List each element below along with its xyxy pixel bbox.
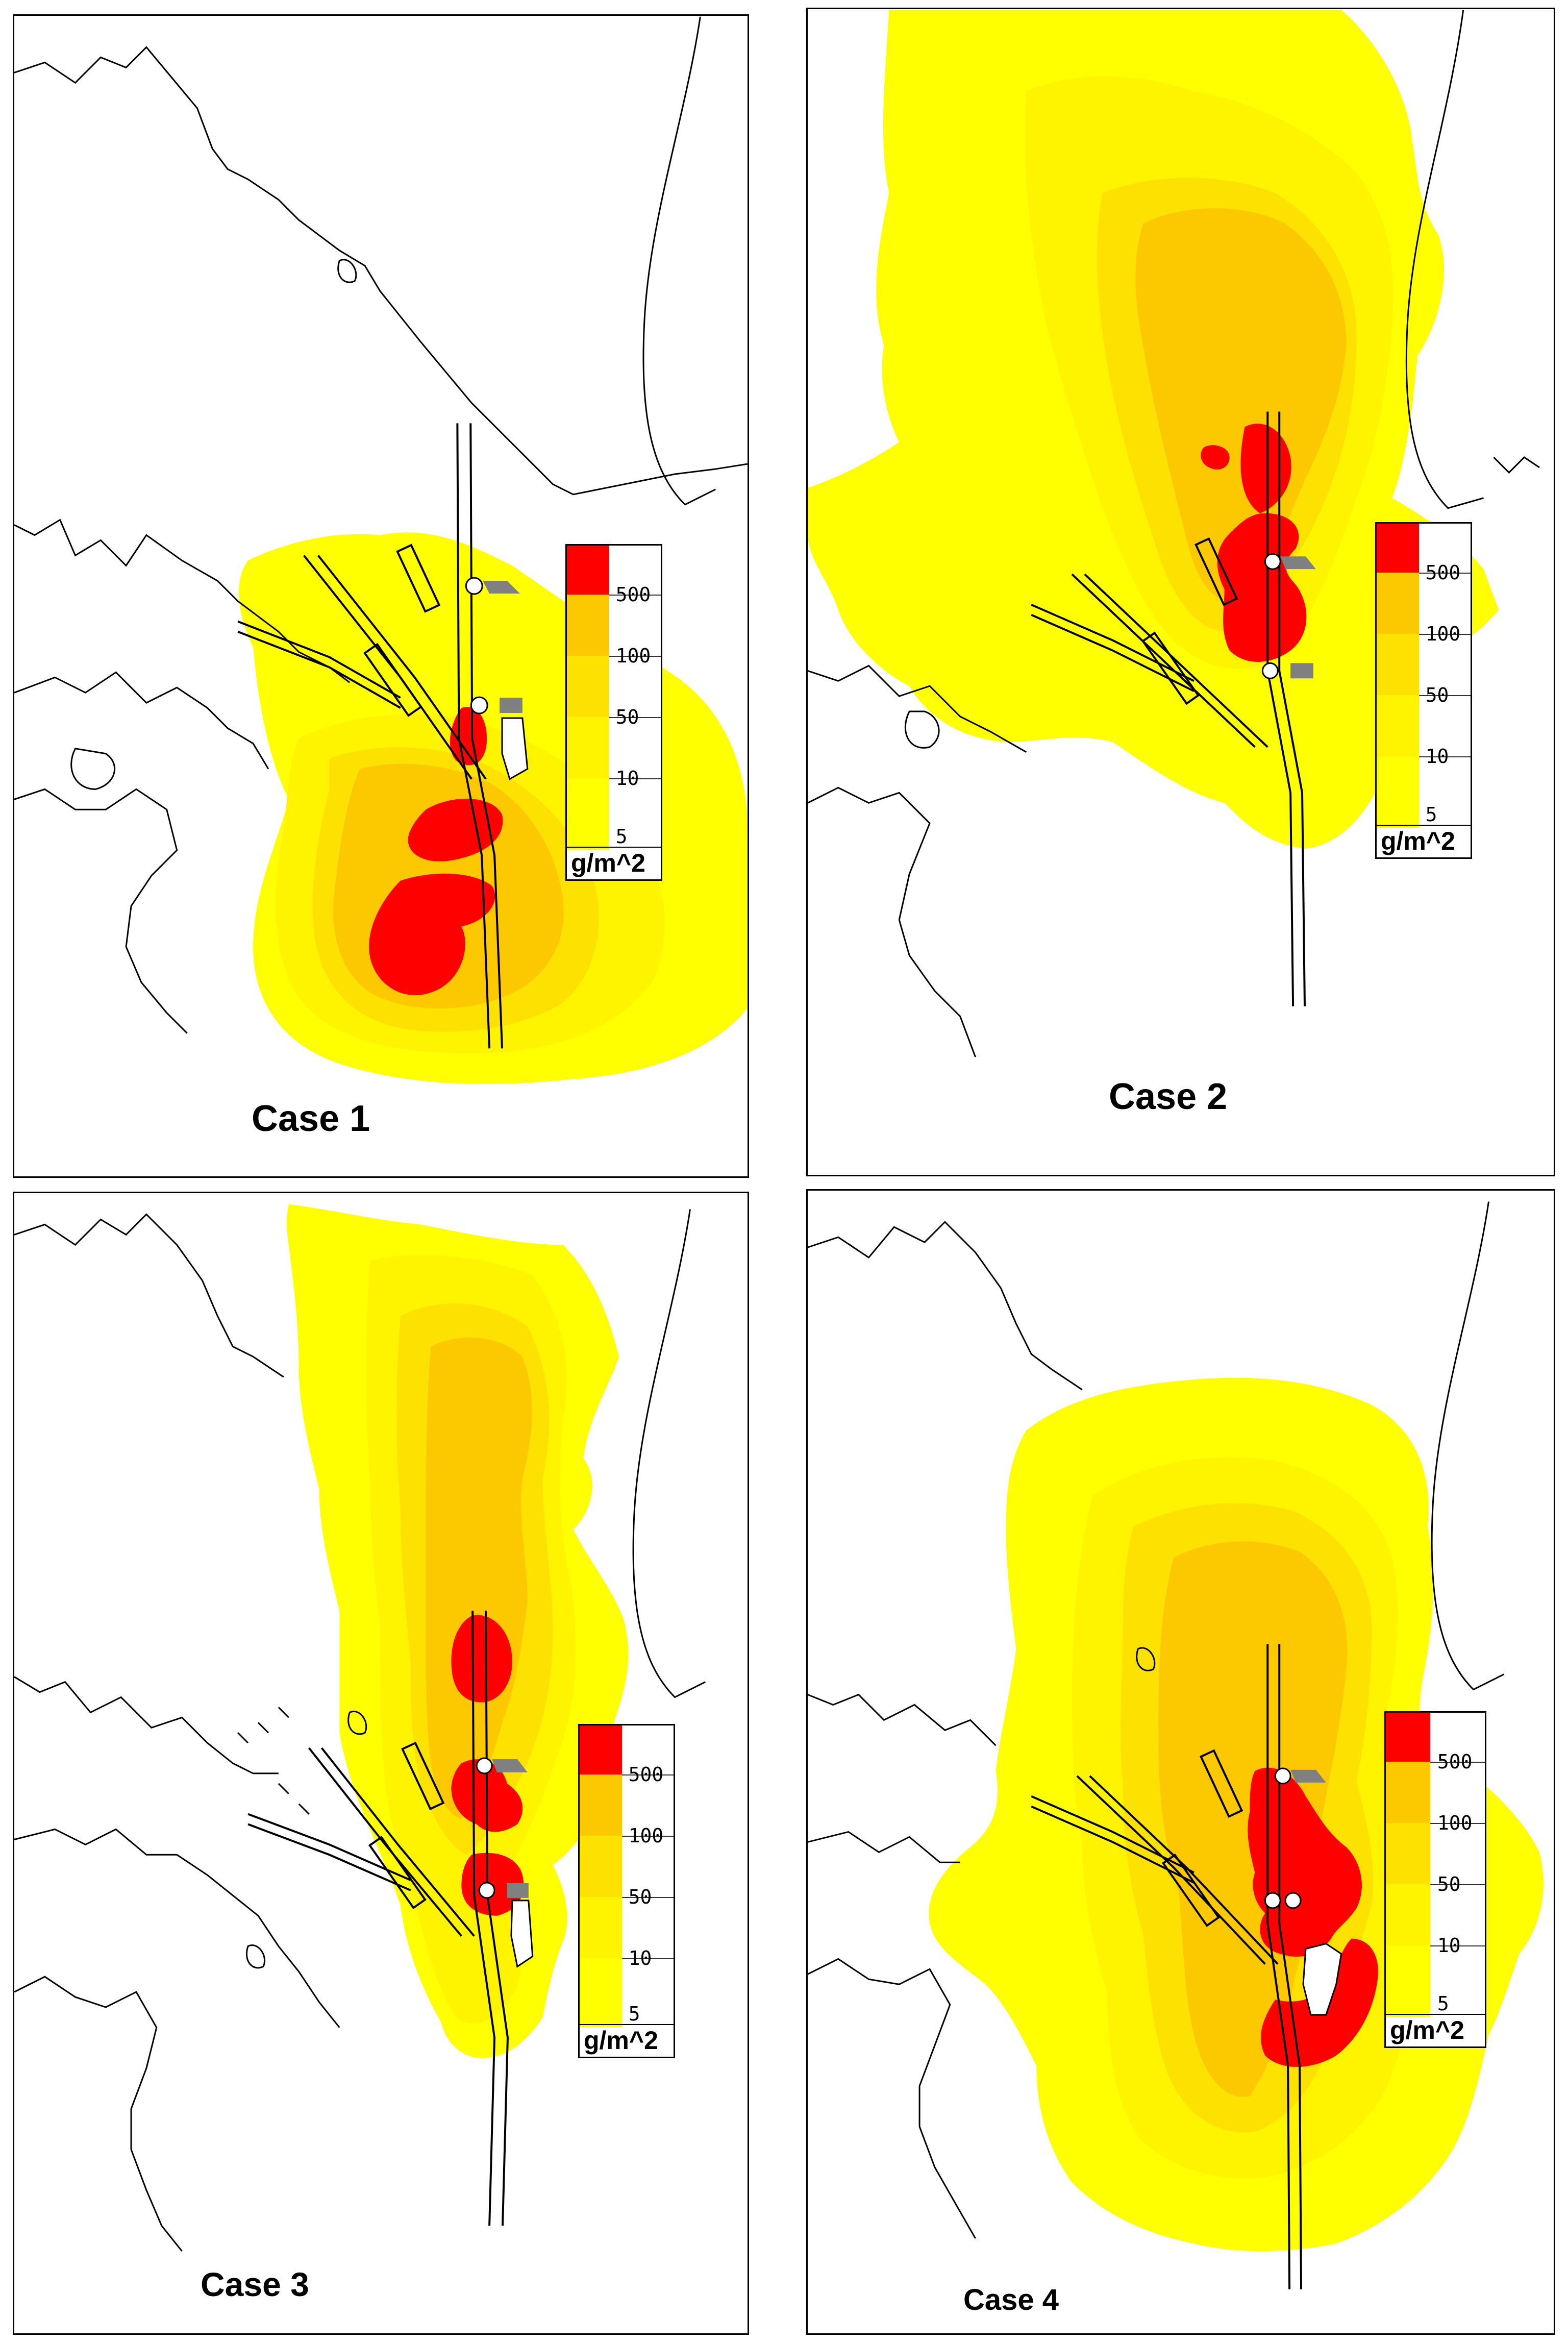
legend-swatch-500 (567, 546, 609, 595)
legend-label-100: 100 (628, 1824, 664, 1847)
coastline-outline (808, 10, 1540, 1057)
plume-band-500 (1248, 1767, 1378, 2067)
legend-case2: 500 100 50 10 5 g/m^2 (1375, 522, 1472, 859)
legend-label-5: 5 (1437, 1992, 1449, 2015)
legend-case4: 500 100 50 10 5 g/m^2 (1384, 1711, 1486, 2048)
legend-swatch-100 (567, 595, 609, 656)
legend-label-5: 5 (1425, 803, 1437, 826)
legend-label-100: 100 (1437, 1812, 1473, 1834)
coastline-outline (808, 1201, 1505, 2239)
panel-caption: Case 4 (963, 2283, 1059, 2316)
plume-band-500 (369, 707, 503, 995)
legend-swatch-50 (580, 1836, 622, 1897)
legend-swatch-5 (1377, 756, 1419, 828)
legend-label-50: 50 (1437, 1873, 1461, 1895)
legend-label-10: 10 (1425, 745, 1449, 768)
legend-swatch-100 (1386, 1762, 1431, 1823)
legend-swatch-10 (1377, 695, 1419, 756)
bridge-lines (1031, 411, 1306, 1006)
panel-caption: Case 1 (252, 1098, 370, 1139)
legend-label-500: 500 (628, 1763, 664, 1786)
legend-swatch-10 (580, 1897, 622, 1958)
legend-case1: 500 100 50 10 5 g/m^2 (565, 544, 662, 881)
bridge-lines (1031, 1643, 1303, 2289)
legend-unit: g/m^2 (1377, 825, 1471, 857)
coastline-outline (14, 1209, 706, 2252)
legend-swatch-10 (1386, 1884, 1431, 1945)
legend-swatch-50 (1377, 634, 1419, 695)
deposition-plume-case3 (287, 1204, 629, 2058)
legend-label-500: 500 (1437, 1750, 1473, 1773)
legend-swatch-5 (1386, 1945, 1431, 2017)
legend-label-5: 5 (615, 825, 628, 848)
legend-swatch-500 (1377, 524, 1419, 573)
panel-caption: Case 3 (201, 2265, 309, 2303)
deposition-plume-case1 (239, 532, 748, 1084)
map-panel-case4: 500 100 50 10 5 g/m^2 Case 4 (806, 1189, 1555, 2335)
coastline-outline (14, 16, 748, 1034)
harbor-structures (1261, 553, 1316, 679)
bridge-lines (237, 423, 503, 1049)
legend-label-500: 500 (1425, 561, 1461, 584)
map-panel-case2: 500 100 50 10 5 g/m^2 Case 2 (806, 8, 1555, 1176)
legend-label-10: 10 (615, 767, 639, 790)
harbor-structures (465, 577, 529, 780)
legend-label-100: 100 (615, 645, 651, 667)
harbor-structures (476, 1757, 534, 1968)
inner-island-clear (1302, 1942, 1342, 2016)
legend-label-500: 500 (615, 583, 651, 606)
legend-unit: g/m^2 (580, 2024, 674, 2057)
deposition-plume-case2 (808, 10, 1499, 849)
legend-label-100: 100 (1425, 623, 1461, 645)
legend-label-5: 5 (628, 2003, 640, 2025)
legend-label-10: 10 (1437, 1934, 1461, 1957)
plume-band-100 (1135, 208, 1347, 601)
legend-swatch-5 (580, 1958, 622, 2027)
panel-caption: Case 2 (1109, 1076, 1228, 1117)
deposition-map-case2 (808, 10, 1540, 1057)
map-panel-case3: 500 100 50 10 5 g/m^2 Case 3 (13, 1192, 749, 2335)
bridge-lines (247, 1611, 509, 2226)
legend-label-10: 10 (628, 1947, 652, 1969)
legend-label-50: 50 (1425, 684, 1449, 706)
legend-swatch-100 (580, 1774, 622, 1836)
legend-swatch-50 (1386, 1823, 1431, 1884)
plume-band-100 (426, 1338, 532, 1819)
deposition-map-case3 (14, 1204, 706, 2252)
legend-swatch-500 (580, 1725, 622, 1774)
legend-label-50: 50 (628, 1886, 652, 1908)
legend-swatch-5 (567, 778, 609, 850)
map-panel-case1: 500 100 50 10 5 g/m^2 Case 1 (13, 14, 749, 1178)
legend-swatch-10 (567, 717, 609, 778)
legend-swatch-500 (1386, 1713, 1431, 1762)
legend-unit: g/m^2 (1386, 2014, 1485, 2046)
legend-unit: g/m^2 (567, 847, 661, 879)
legend-swatch-50 (567, 656, 609, 717)
legend-label-50: 50 (615, 706, 639, 728)
legend-case3: 500 100 50 10 5 g/m^2 (578, 1724, 675, 2058)
legend-swatch-100 (1377, 573, 1419, 634)
harbor-structures (1264, 1767, 1326, 1909)
